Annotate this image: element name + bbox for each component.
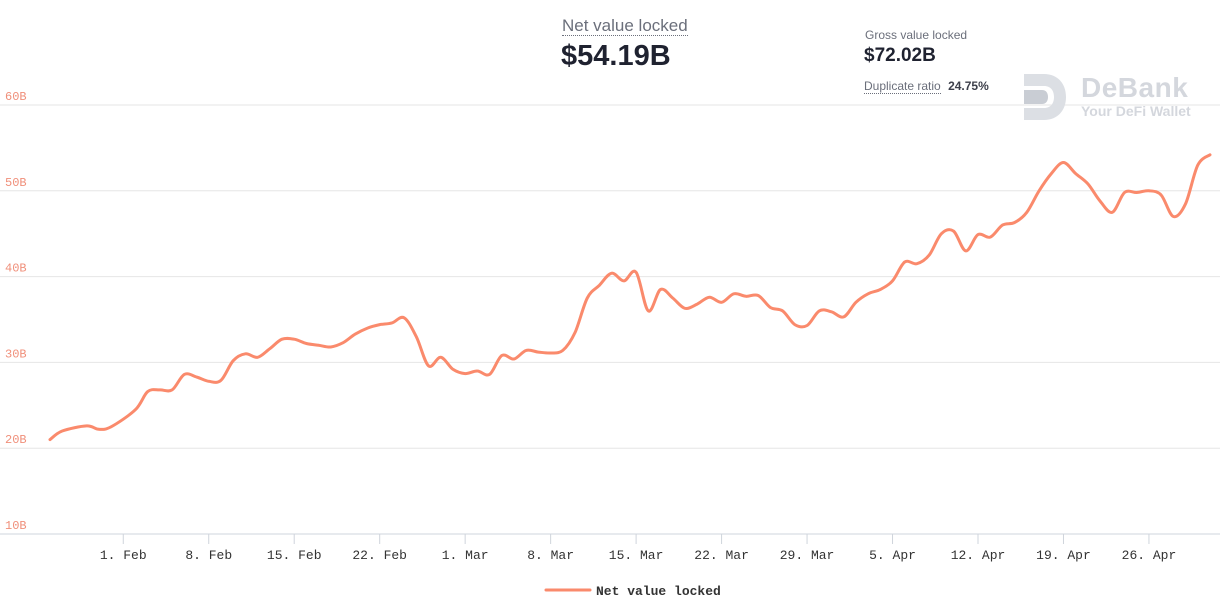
y-tick-label: 20B bbox=[5, 433, 27, 447]
grid-lines bbox=[0, 104, 1220, 535]
x-tick-label: 15. Feb bbox=[267, 548, 322, 563]
x-tick-label: 15. Mar bbox=[609, 548, 664, 563]
x-tick-label: 29. Mar bbox=[780, 548, 835, 563]
series-layer[interactable] bbox=[48, 153, 1212, 442]
y-axis-ticks: 10B 20B 30B 40B 50B 60B bbox=[5, 90, 27, 533]
debank-watermark: DeBank Your DeFi Wallet bbox=[1020, 72, 1205, 122]
x-tick-label: 1. Mar bbox=[442, 548, 489, 563]
x-tick-label: 26. Apr bbox=[1122, 548, 1177, 563]
legend-label[interactable]: Net value locked bbox=[596, 584, 721, 599]
net-value-amount: $54.19B bbox=[561, 40, 671, 72]
duplicate-ratio-label[interactable]: Duplicate ratio bbox=[864, 79, 941, 94]
x-tick-label: 19. Apr bbox=[1036, 548, 1091, 563]
x-tick-label: 12. Apr bbox=[951, 548, 1006, 563]
y-tick-label: 10B bbox=[5, 519, 27, 533]
y-tick-label: 40B bbox=[5, 262, 27, 276]
y-tick-label: 60B bbox=[5, 90, 27, 104]
net-value-label[interactable]: Net value locked bbox=[562, 16, 688, 36]
gross-value-amount: $72.02B bbox=[864, 45, 936, 66]
series-line-net-value-locked[interactable] bbox=[48, 153, 1212, 442]
x-tick-label: 22. Mar bbox=[694, 548, 749, 563]
x-tick-label: 22. Feb bbox=[352, 548, 407, 563]
duplicate-ratio-value: 24.75% bbox=[948, 79, 989, 93]
debank-logo-icon bbox=[1024, 74, 1066, 120]
y-tick-label: 30B bbox=[5, 347, 27, 361]
duplicate-ratio: Duplicate ratio 24.75% bbox=[864, 79, 989, 94]
x-tick-label: 5. Apr bbox=[869, 548, 916, 563]
x-tick-label: 8. Mar bbox=[527, 548, 574, 563]
gross-value-label: Gross value locked bbox=[865, 28, 968, 42]
x-tick-label: 1. Feb bbox=[100, 548, 147, 563]
brand-name: DeBank bbox=[1081, 72, 1189, 103]
y-tick-label: 50B bbox=[5, 176, 27, 190]
chart-legend[interactable]: Net value locked bbox=[544, 584, 721, 599]
x-tick-label: 8. Feb bbox=[185, 548, 232, 563]
brand-tagline: Your DeFi Wallet bbox=[1081, 103, 1191, 119]
x-axis: 1. Feb 8. Feb 15. Feb 22. Feb 1. Mar 8. Mar 15… bbox=[100, 534, 1176, 563]
